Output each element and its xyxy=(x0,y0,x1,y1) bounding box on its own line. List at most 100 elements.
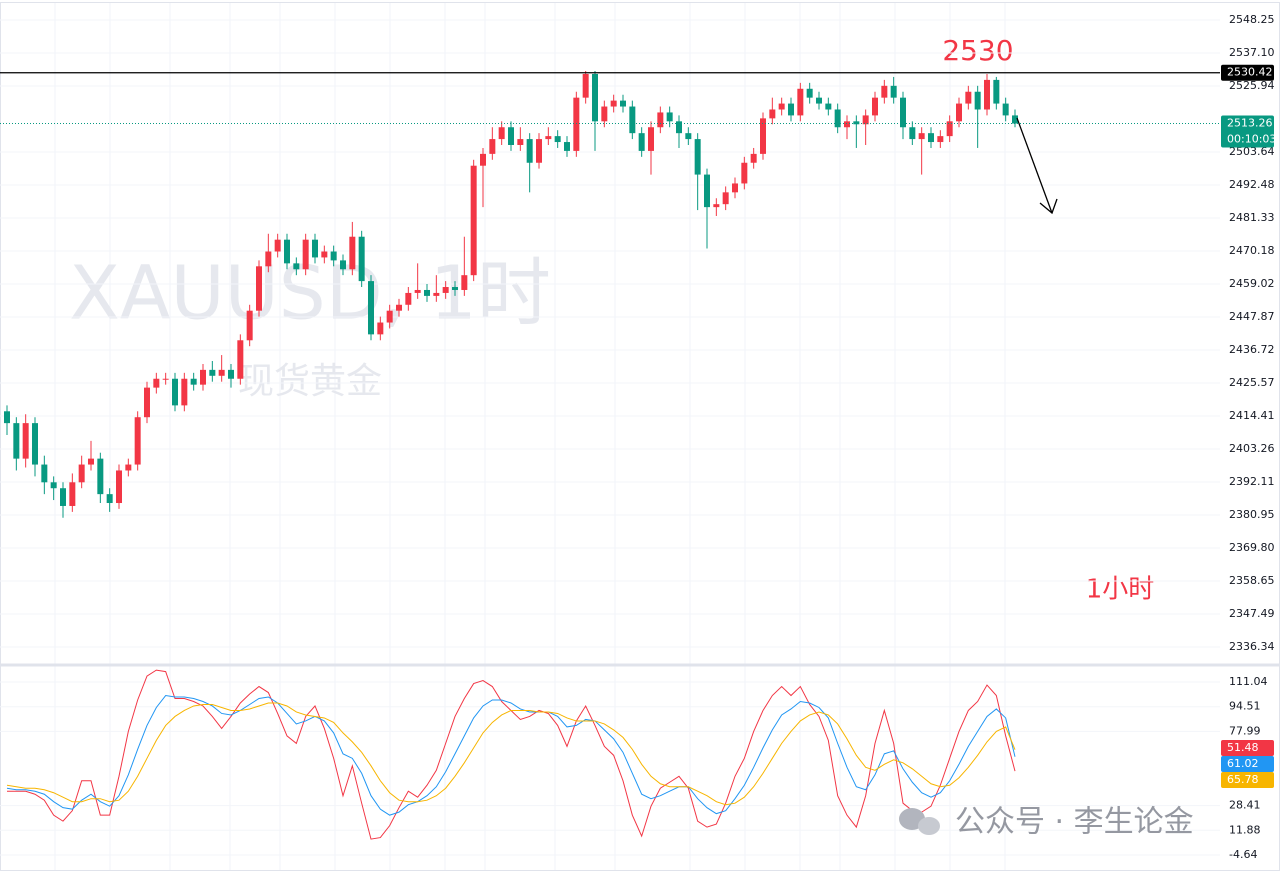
candle-body xyxy=(890,85,897,98)
candle-body xyxy=(414,289,421,293)
candle-body xyxy=(265,251,272,267)
trend-arrow xyxy=(1016,117,1058,215)
candle-body xyxy=(470,165,477,276)
candle-body xyxy=(32,423,38,465)
candle-body xyxy=(806,88,813,98)
candle-body xyxy=(666,112,673,122)
wechat-watermark: 公众号 · 李生论金 xyxy=(899,805,1194,840)
indicator-value-label: 51.48 xyxy=(1227,741,1259,754)
candle-body xyxy=(349,236,356,270)
candle-body xyxy=(508,127,514,145)
candle-body xyxy=(88,458,94,465)
candle-body xyxy=(900,97,906,128)
candle-body xyxy=(284,239,290,264)
candle-body xyxy=(937,136,944,143)
candle-body xyxy=(312,239,318,258)
candle-body xyxy=(134,417,141,465)
candle-body xyxy=(620,100,626,107)
y-tick-label: 2358.65 xyxy=(1229,574,1275,587)
candle-body xyxy=(676,121,682,134)
candle-body xyxy=(629,106,636,134)
candle-body xyxy=(106,494,113,504)
wechat-account: 公众号 · 李生论金 xyxy=(955,805,1194,840)
candle-body xyxy=(13,423,20,459)
candle-body xyxy=(909,127,916,140)
last-price-label-countdown: 00:10:03 xyxy=(1227,133,1276,146)
price-level-label: 2530.42 xyxy=(1227,66,1273,79)
symbol-watermark: XAUUSD, 1时 xyxy=(69,251,551,337)
candle-body xyxy=(1012,115,1018,124)
candle-body xyxy=(340,260,346,270)
last-price-label: 2513.26 xyxy=(1227,117,1273,130)
wechat-icon xyxy=(918,817,940,835)
y-tick-label: 2436.72 xyxy=(1229,343,1275,356)
candle-body xyxy=(330,251,337,261)
y-tick-label: 2447.87 xyxy=(1229,310,1275,323)
candle-body xyxy=(1002,103,1009,116)
y-tick-label: 11.88 xyxy=(1229,823,1261,836)
candle-body xyxy=(834,109,841,128)
candle-body xyxy=(321,251,328,258)
candle-body xyxy=(657,112,664,128)
candle-body xyxy=(778,103,785,110)
indicator-value-label-box xyxy=(1221,740,1274,756)
candle-body xyxy=(872,97,878,116)
arrow-head xyxy=(1039,198,1058,215)
candle-body xyxy=(526,139,533,163)
candle-body xyxy=(974,91,981,110)
candle-body xyxy=(732,183,738,193)
arrow-shaft xyxy=(1016,117,1053,214)
timeframe-annotation: 1小时 xyxy=(1086,575,1155,605)
level-annotation: 2530 xyxy=(942,34,1013,67)
indicator-value-label-box xyxy=(1221,772,1274,788)
y-tick-label: 2548.25 xyxy=(1229,13,1275,26)
y-tick-label: 111.04 xyxy=(1229,675,1268,688)
candle-body xyxy=(545,136,552,140)
candle-body xyxy=(993,79,1000,104)
candle-body xyxy=(461,275,468,290)
candle-body xyxy=(452,287,458,290)
candle-body xyxy=(144,387,150,418)
candle-body xyxy=(172,378,178,406)
indicator-line xyxy=(6,702,1016,806)
price-level-label-box xyxy=(1221,64,1274,81)
y-tick-label: -4.64 xyxy=(1229,848,1257,861)
candle-body xyxy=(573,97,580,151)
y-tick-label: 94.51 xyxy=(1229,700,1261,713)
indicator-line xyxy=(6,694,1016,816)
y-tick-label: 28.41 xyxy=(1229,799,1261,812)
candle-body xyxy=(377,322,384,335)
plot: 2548.25 2537.10 2525.94 2503.64 2492.48 2481.… xyxy=(0,13,1276,861)
candle-body xyxy=(498,127,505,140)
candle-body xyxy=(4,411,10,424)
candle-body xyxy=(592,73,598,122)
candle-body xyxy=(442,287,449,293)
candle-body xyxy=(69,482,76,506)
y-tick-label: 2470.18 xyxy=(1229,244,1275,257)
candle-body xyxy=(797,88,804,116)
candle-body xyxy=(582,73,589,98)
y-tick-label: 2347.49 xyxy=(1229,607,1275,620)
candle-body xyxy=(844,121,850,128)
y-tick-label: 2392.11 xyxy=(1229,475,1275,488)
y-tick-label: 2414.41 xyxy=(1229,409,1275,422)
candle-body xyxy=(610,100,617,107)
candle-body xyxy=(153,378,160,388)
candle-body xyxy=(97,458,104,495)
candle-body xyxy=(358,236,365,282)
candle-body xyxy=(713,204,720,208)
candle-body xyxy=(788,103,794,116)
candle-body xyxy=(480,153,486,166)
indicator-value-label: 61.02 xyxy=(1227,757,1259,770)
last-price-label-box xyxy=(1221,115,1274,148)
candle-body xyxy=(209,369,216,376)
candle-body xyxy=(984,79,990,110)
candle-body xyxy=(685,133,692,140)
candle-body xyxy=(918,133,925,140)
y-tick-label: 2525.94 xyxy=(1229,79,1275,92)
candle-body xyxy=(125,464,132,471)
candle-body xyxy=(116,470,122,504)
y-tick-label: 2425.57 xyxy=(1229,376,1275,389)
candle-body xyxy=(256,266,262,311)
